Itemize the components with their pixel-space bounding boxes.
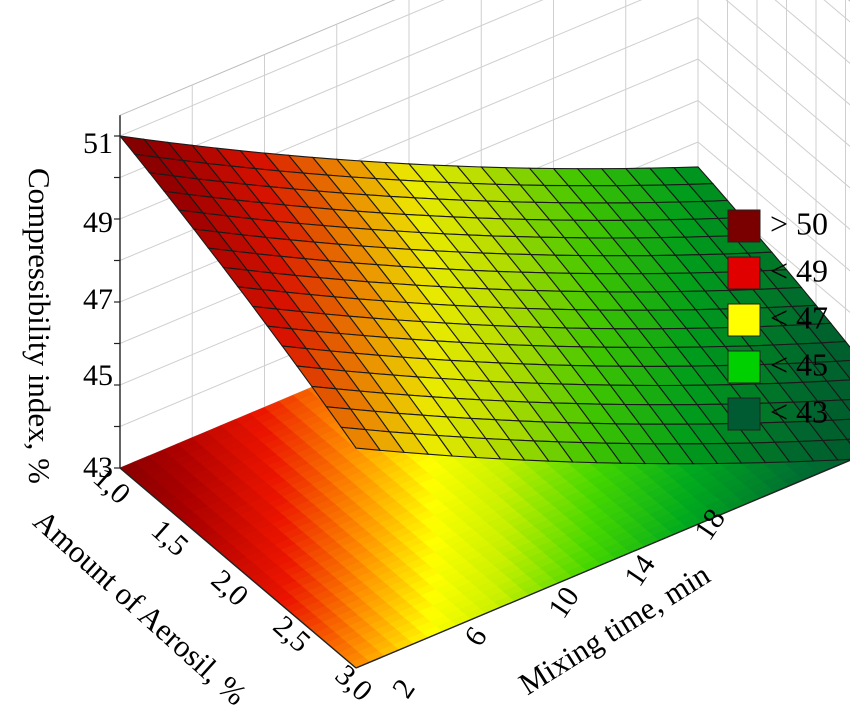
legend-swatch bbox=[727, 397, 761, 431]
legend-label: < 47 bbox=[770, 299, 828, 335]
legend-label: < 43 bbox=[770, 393, 828, 429]
legend-label: > 50 bbox=[770, 205, 828, 241]
z-axis-ticks: 43 45 47 49 51 bbox=[83, 127, 113, 484]
legend-label: < 49 bbox=[770, 252, 828, 288]
x-tick-label: 3,0 bbox=[329, 658, 379, 708]
z-tick-label: 45 bbox=[83, 359, 113, 392]
z-tick-label: 51 bbox=[83, 127, 113, 160]
z-tick-label: 49 bbox=[83, 206, 113, 239]
response-surface bbox=[118, 135, 850, 465]
legend: > 50 < 49 < 47 < 45 < 43 bbox=[727, 205, 828, 431]
legend-label: < 45 bbox=[770, 346, 828, 382]
right-wall bbox=[697, 0, 850, 355]
y-tick-label: 2 bbox=[386, 673, 422, 704]
chart-axes bbox=[114, 115, 850, 669]
legend-swatch bbox=[727, 209, 761, 243]
legend-swatch bbox=[727, 350, 761, 384]
z-axis-title: Compressibility index, % bbox=[22, 168, 57, 484]
y-tick-label: 6 bbox=[458, 621, 494, 652]
surface-cell bbox=[340, 426, 382, 451]
legend-swatch bbox=[727, 256, 761, 290]
z-tick-label: 47 bbox=[83, 283, 113, 316]
legend-swatch bbox=[727, 303, 761, 337]
y-axis-line bbox=[355, 459, 850, 669]
z-tick-label: 43 bbox=[83, 451, 113, 484]
x-axis-line bbox=[119, 467, 357, 669]
